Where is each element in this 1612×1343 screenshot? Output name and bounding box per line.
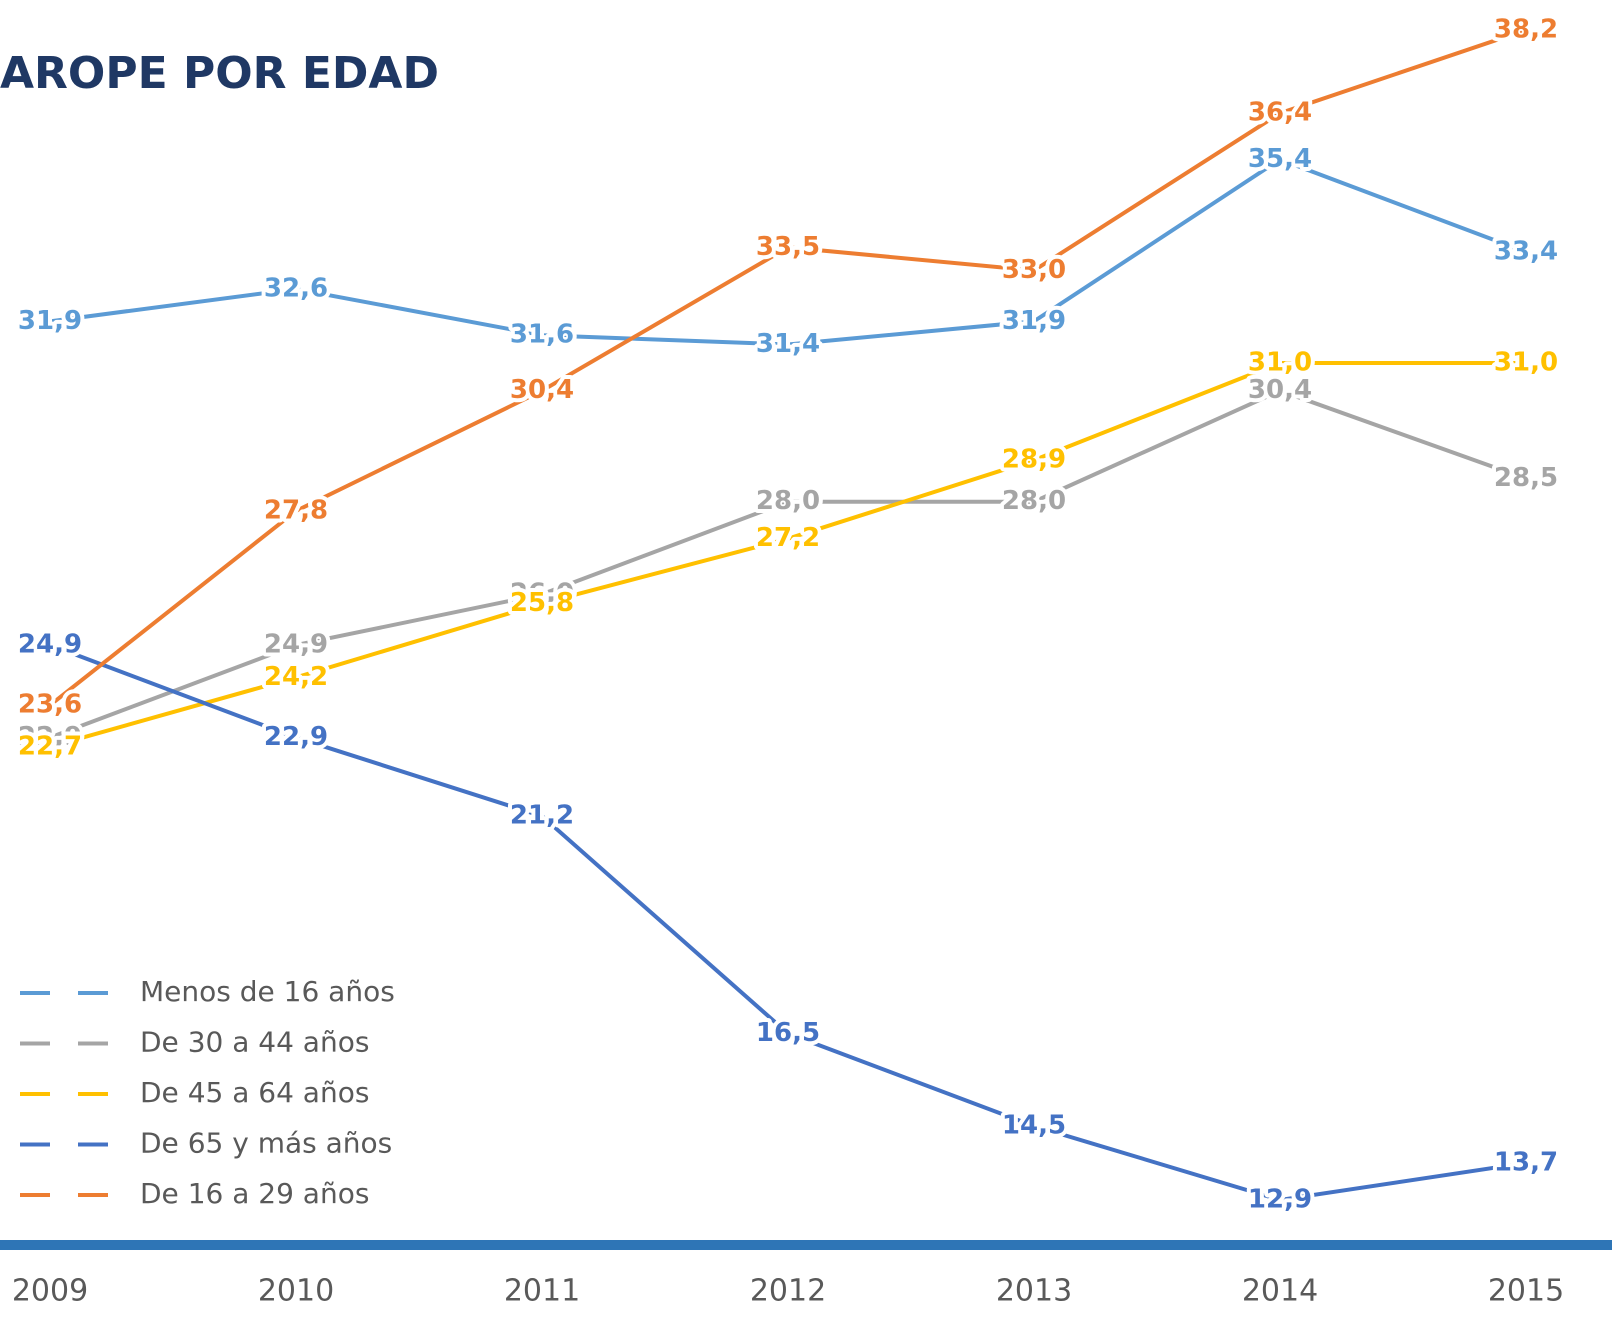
data-label: 33,4	[1494, 236, 1558, 266]
legend-label: De 30 a 44 años	[140, 1026, 369, 1059]
data-label: 22,7	[18, 731, 82, 761]
x-tick-label: 2011	[504, 1274, 580, 1309]
series-line	[49, 388, 1527, 740]
data-label: 26,0	[510, 579, 574, 609]
data-label: 28,0	[756, 486, 820, 516]
data-label: 31,0	[1494, 347, 1558, 377]
data-label: 24,9	[18, 630, 82, 660]
data-label: 31,0	[1248, 347, 1312, 377]
data-label: 38,2	[1494, 15, 1558, 45]
x-tick-label: 2010	[258, 1274, 334, 1309]
data-label: 27,8	[264, 495, 328, 525]
data-label: 33,0	[1002, 255, 1066, 285]
data-label: 31,9	[1002, 306, 1066, 336]
data-label: 33,5	[756, 232, 820, 262]
series-line	[49, 157, 1527, 347]
legend-label: De 45 a 64 años	[140, 1076, 369, 1109]
data-label: 28,0	[1002, 486, 1066, 516]
x-tick-label: 2014	[1242, 1274, 1318, 1309]
chart-title: AROPE POR EDAD	[0, 48, 439, 99]
data-label: 16,5	[756, 1018, 820, 1048]
data-label: 28,9	[1002, 445, 1066, 475]
series-line	[49, 360, 1526, 749]
data-label: 30,4	[1248, 375, 1312, 405]
data-label: 31,9	[18, 306, 82, 336]
x-tick-label: 2013	[996, 1274, 1072, 1309]
legend-label: Menos de 16 años	[140, 975, 395, 1008]
data-label: 24,9	[264, 630, 328, 660]
data-label: 35,4	[1248, 144, 1312, 174]
x-tick-label: 2015	[1488, 1274, 1564, 1309]
data-label: 27,2	[756, 523, 820, 553]
data-label: 32,6	[264, 273, 328, 303]
data-label: 36,4	[1248, 98, 1312, 128]
data-label: 30,4	[510, 375, 574, 405]
legend-label: De 65 y más años	[140, 1127, 392, 1160]
x-axis-line	[0, 1240, 1612, 1250]
data-label: 24,2	[264, 662, 328, 692]
data-label: 22,9	[264, 722, 328, 752]
data-label: 31,6	[510, 320, 574, 350]
data-label: 22,9	[18, 722, 82, 752]
data-label: 28,5	[1494, 463, 1558, 493]
legend: Menos de 16 años De 30 a 44 años De 45 a 6…	[20, 975, 395, 1210]
data-label: 23,6	[18, 690, 82, 720]
legend-label: De 16 a 29 años	[140, 1177, 369, 1210]
data-label: 25,8	[510, 588, 574, 618]
data-label: 21,2	[510, 801, 574, 831]
data-label: 12,9	[1248, 1185, 1312, 1215]
x-tick-label: 2009	[12, 1274, 88, 1309]
data-label: 13,7	[1494, 1148, 1558, 1178]
data-label: 14,5	[1002, 1111, 1066, 1141]
data-label: 31,4	[756, 329, 820, 359]
series-line	[49, 643, 1527, 1203]
series-line	[48, 28, 1527, 707]
x-tick-label: 2012	[750, 1274, 826, 1309]
